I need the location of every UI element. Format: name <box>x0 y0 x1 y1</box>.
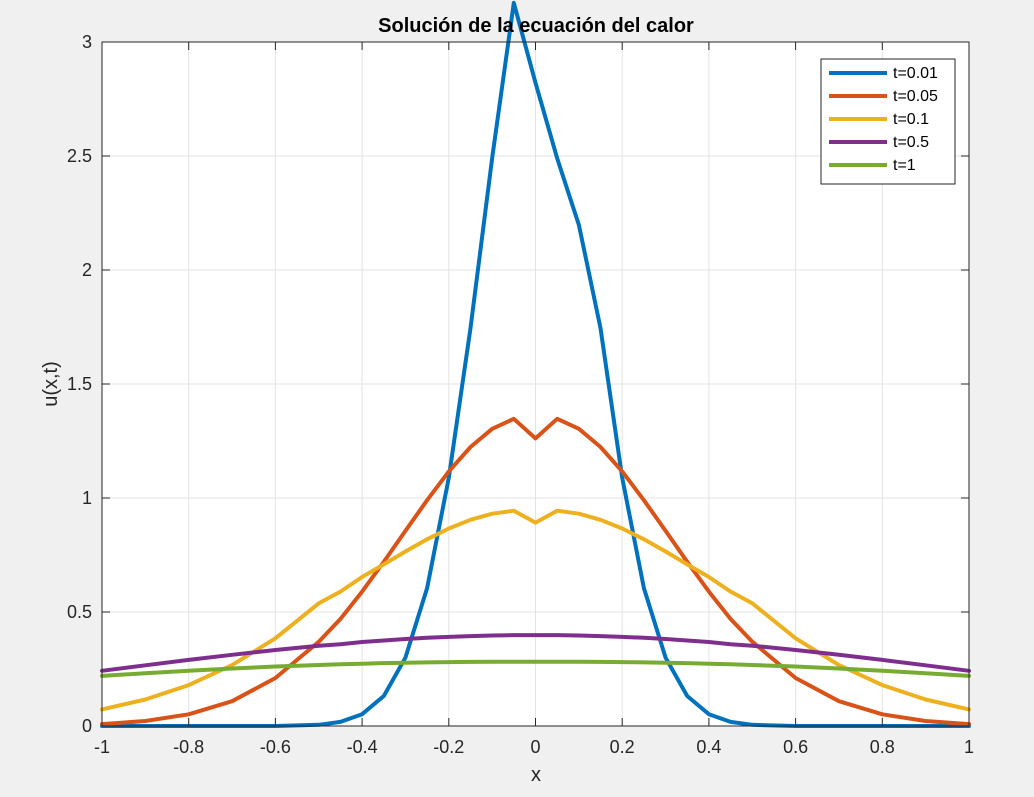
series-line-4 <box>100 633 971 673</box>
series-line-1 <box>100 0 971 728</box>
x-tick-label: 0.8 <box>870 737 895 757</box>
series-line-3 <box>100 508 971 712</box>
legend-label: t=0.5 <box>893 134 929 151</box>
x-tick-label: 1 <box>964 737 974 757</box>
axis-ticks: -1 -0.8 -0.6 -0.4 -0.2 0 0.2 0.4 0.6 0.8 1 0 0.5 1 1.5… <box>67 32 974 757</box>
y-tick-label: 2.5 <box>67 146 92 166</box>
legend-label: t=0.1 <box>893 111 929 128</box>
y-tick-label: 3 <box>82 32 92 52</box>
series-line-5 <box>100 659 971 678</box>
chart-title: Solución de la ecuación del calor <box>378 15 694 37</box>
series-line-2 <box>100 416 971 727</box>
legend-label: t=0.01 <box>893 65 938 82</box>
x-tick-label: 0.6 <box>783 737 808 757</box>
y-tick-label: 2 <box>82 260 92 280</box>
data-series <box>100 0 971 728</box>
y-tick-label: 0.5 <box>67 602 92 622</box>
legend: t=0.01 t=0.05 t=0.1 t=0.5 t=1 <box>820 58 956 185</box>
x-tick-label: -1 <box>94 737 110 757</box>
legend-label: t=0.05 <box>893 88 938 105</box>
x-tick-label: -0.4 <box>347 737 378 757</box>
legend-label: t=1 <box>893 157 916 174</box>
x-tick-label: -0.2 <box>433 737 464 757</box>
x-axis-label: x <box>531 764 541 786</box>
y-tick-label: 1.5 <box>67 374 92 394</box>
x-tick-label: 0.4 <box>696 737 721 757</box>
y-tick-label: 0 <box>82 716 92 736</box>
x-tick-label: 0 <box>530 737 540 757</box>
x-tick-label: 0.2 <box>610 737 635 757</box>
x-tick-label: -0.6 <box>260 737 291 757</box>
x-tick-label: -0.8 <box>173 737 204 757</box>
y-axis-label: u(x,t) <box>40 361 62 407</box>
y-tick-label: 1 <box>82 488 92 508</box>
